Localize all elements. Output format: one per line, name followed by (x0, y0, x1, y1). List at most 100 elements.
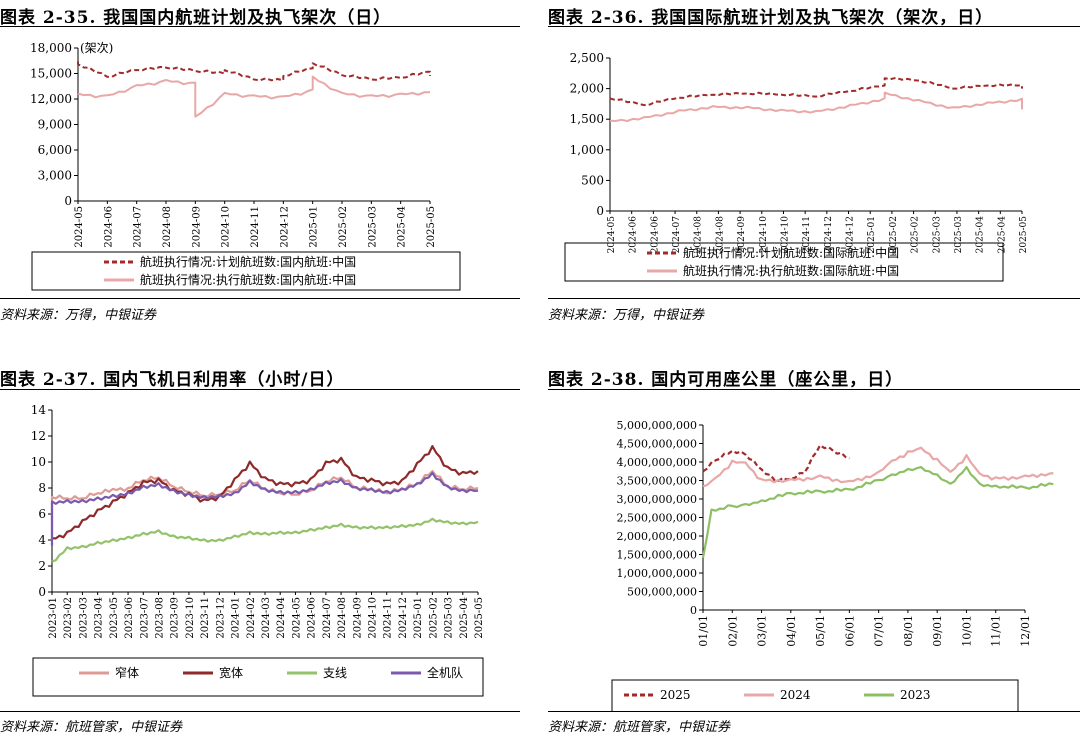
y-tick-label: 6 (38, 507, 46, 521)
chart-aircraft-utilization: 0 2 4 6 8 10 12 14 2023-01 2023-02 2023-03 2023-04 2… (31, 403, 485, 697)
x-tick-label: 2025-02 (428, 597, 439, 639)
source-rule (0, 711, 520, 712)
source-rule (0, 298, 520, 299)
x-tick-label: 2024-05 (291, 597, 302, 639)
legend-label: 窄体 (115, 665, 139, 680)
panel-domestic-ask: 图表 2-38. 国内可用座公里（座公里，日） 0 500,000,000 1,00… (548, 362, 1080, 735)
x-tick-label: 08/01 (902, 615, 915, 647)
x-tick-label: 2025-03 (444, 597, 455, 639)
x-tick-label: 2023-03 (78, 597, 89, 639)
x-tick-label: 2023-11 (200, 597, 211, 639)
y-tick-label: 8 (38, 481, 46, 495)
x-tick-label: 2023-01 (48, 597, 59, 639)
y-tick-label: 1,000 (570, 143, 604, 157)
chart-domestic-ask: 0 500,000,000 1,000,000,000 1,500,000,000 2,… (611, 419, 1054, 711)
x-tick-label: 2025-03 (367, 206, 378, 248)
unit-label: (架次) (80, 41, 113, 55)
x-tick-label: 2025-04 (459, 597, 470, 639)
series-line-1 (702, 446, 1054, 488)
x-tick-label: 2024-10 (368, 597, 379, 639)
legend-label: 航班执行情况:计划航班数:国内航班:中国 (140, 254, 356, 269)
legend-box (564, 242, 1004, 282)
y-tick-label: 500 (581, 173, 604, 187)
x-tick-label: 2025-02 (911, 216, 921, 253)
legend-label: 2024 (780, 688, 811, 702)
series-line-1 (51, 445, 479, 540)
x-tick-label: 2023-04 (94, 597, 105, 639)
x-tick-label: 2024-09 (352, 597, 363, 639)
x-tick-label: 2024-12 (824, 216, 834, 253)
y-tick-label: 2,000,000,000 (617, 530, 697, 543)
x-tick-label: 2024-08 (337, 597, 348, 639)
x-tick-label: 03/01 (756, 615, 769, 647)
x-tick-label: 2024-10 (221, 206, 232, 248)
panel-aircraft-utilization: 图表 2-37. 国内飞机日利用率（小时/日） 0 2 4 6 8 10 12 14 2023-… (0, 362, 520, 735)
y-tick-label: 18,000 (30, 41, 72, 55)
x-tick-label: 2024-08 (715, 216, 725, 254)
y-tick-label: 0 (596, 204, 604, 218)
x-tick-label: 09/01 (931, 615, 944, 647)
y-tick-label: 12,000 (30, 92, 72, 106)
chart-title: 图表 2-36. 我国国际航班计划及执飞架次（架次，日） (548, 8, 994, 28)
x-tick-label: 04/01 (785, 615, 798, 647)
legend-box (31, 251, 461, 291)
x-tick-label: 07/01 (873, 615, 886, 647)
series-line-0 (77, 61, 431, 82)
x-tick-label: 2025-04 (976, 216, 986, 254)
x-tick-label: 2024-10 (759, 216, 769, 254)
x-tick-label: 2024-12 (398, 597, 409, 639)
y-tick-label: 1,000,000,000 (617, 567, 697, 580)
chart-international-flights: 0 500 1,000 1,500 2,000 2,500 2024-05 2024-06 20… (564, 51, 1029, 282)
x-tick-label: 2024-06 (307, 597, 318, 639)
series-line-0 (702, 444, 850, 482)
chart-title: 图表 2-38. 国内可用座公里（座公里，日） (548, 370, 904, 390)
x-tick-label: 2024-09 (737, 216, 747, 254)
series-line-1 (609, 91, 1023, 122)
x-tick-label: 05/01 (814, 615, 827, 647)
x-tick-label: 2024-06 (650, 216, 660, 254)
series-line-1 (77, 75, 431, 118)
panel-domestic-flights: 图表 2-35. 我国国内航班计划及执飞架次（日） 0 3,000 6,000 9,0… (0, 0, 520, 330)
x-tick-label: 2024-12 (279, 206, 290, 248)
y-tick-label: 6,000 (38, 143, 72, 157)
x-tick-label: 2024-02 (246, 597, 257, 639)
y-tick-label: 10 (31, 455, 46, 469)
x-tick-label: 2023-07 (139, 597, 150, 639)
title-rule (548, 26, 1080, 27)
x-tick-label: 2025-03 (932, 216, 942, 254)
y-tick-label: 4,500,000,000 (617, 438, 697, 451)
y-tick-label: 2 (38, 559, 46, 573)
series-line-0 (50, 470, 479, 538)
x-tick-label: 2024-05 (607, 216, 617, 254)
title-rule (0, 389, 520, 390)
x-tick-label: 2023-05 (109, 597, 120, 639)
y-tick-label: 12 (31, 429, 46, 443)
y-tick-label: 0 (38, 585, 46, 599)
source-rule (548, 711, 1080, 712)
legend-label: 航班执行情况:计划航班数:国际航班:中国 (683, 245, 899, 260)
series-line-2 (51, 517, 479, 563)
y-tick-label: 3,000 (38, 169, 72, 183)
y-tick-label: 1,500,000,000 (617, 549, 697, 562)
x-tick-label: 2025-05 (1019, 216, 1029, 254)
y-tick-label: 1,500 (570, 112, 604, 126)
title-rule (548, 389, 1080, 390)
x-tick-label: 2025-01 (309, 206, 320, 248)
x-tick-label: 2023-06 (124, 597, 135, 639)
x-tick-label: 2025-01 (413, 597, 424, 639)
x-tick-label: 2024-07 (672, 216, 682, 254)
legend-label: 支线 (323, 666, 347, 680)
x-tick-label: 2025-01 (867, 216, 877, 253)
x-tick-label: 2023-12 (215, 597, 226, 639)
y-tick-label: 2,000 (570, 82, 604, 96)
x-tick-label: 2024-11 (802, 216, 812, 253)
x-tick-label: 2024-10 (780, 216, 790, 254)
x-tick-label: 2025-02 (338, 206, 349, 248)
x-tick-label: 2024-01 (231, 597, 242, 639)
x-tick-label: 2025-05 (426, 206, 437, 248)
series-line-0 (609, 76, 1023, 107)
source-note: 资料来源：航班管家，中银证券 (0, 720, 183, 735)
title-rule (0, 26, 520, 27)
x-tick-label: 2025-02 (889, 216, 899, 253)
legend-label: 宽体 (219, 665, 243, 680)
